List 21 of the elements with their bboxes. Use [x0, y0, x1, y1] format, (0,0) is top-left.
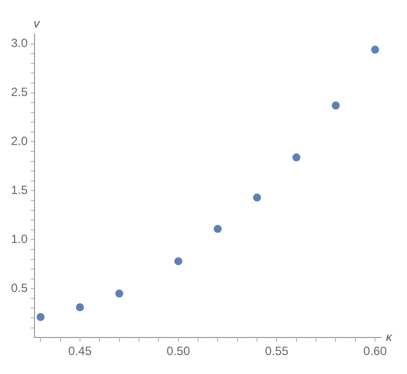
x-tick-label: 0.50: [166, 344, 190, 358]
x-tick-label: 0.55: [265, 344, 289, 358]
point: [115, 290, 124, 298]
x-tick-label: 0.60: [363, 344, 388, 358]
y-tick-label: 1.5: [10, 183, 28, 198]
y-tick-label: 3.0: [10, 36, 28, 50]
point: [174, 257, 182, 266]
point: [332, 101, 340, 110]
y-axis-title: v: [34, 16, 41, 30]
point: [214, 224, 222, 233]
y-tick-label: 2.0: [10, 134, 28, 148]
point: [253, 194, 262, 202]
point: [371, 46, 380, 54]
x-axis-title: κ: [386, 330, 393, 344]
y-tick-label: 1.0: [10, 232, 28, 246]
y-tick-label: 2.5: [10, 85, 28, 100]
y-tick-label: 0.5: [10, 280, 28, 295]
point: [76, 303, 84, 312]
x-tick-label: 0.45: [68, 344, 92, 358]
point: [36, 313, 45, 322]
point: [292, 153, 300, 162]
